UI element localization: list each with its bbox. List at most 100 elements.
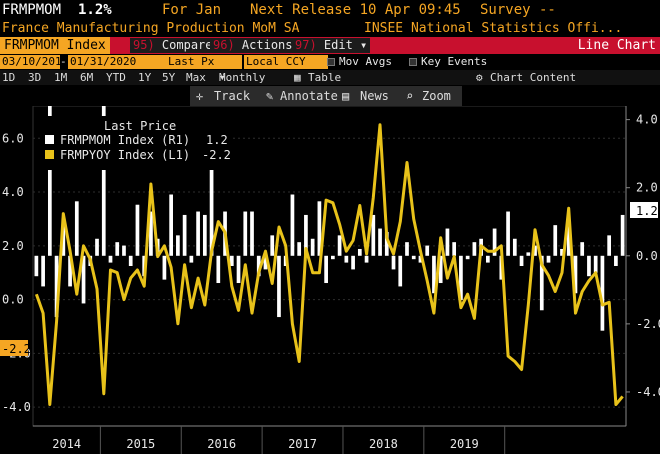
mov-avgs-label: Mov Avgs <box>339 55 392 68</box>
mom-bar <box>357 248 362 256</box>
mom-bar <box>620 214 625 256</box>
mom-bar <box>445 228 450 256</box>
mom-bar <box>587 255 591 277</box>
right-axis: 4.0 2.0 0.0 -2.0 -4.0 <box>625 106 660 426</box>
start-date-field[interactable]: 03/10/2014 <box>0 55 69 69</box>
mom-bar <box>344 255 349 263</box>
mom-bar <box>236 255 241 284</box>
legend: Last Price FRMPMOM Index (R1) 1.2 FRMPYO… <box>40 116 232 170</box>
news-button[interactable]: News <box>360 89 389 103</box>
mom-bar <box>202 214 207 256</box>
controls-row: 03/10/2014 - 01/31/2020 Last Px Local CC… <box>0 55 660 69</box>
right-tick-label: 4.0 <box>636 113 658 127</box>
mom-bar <box>108 255 113 263</box>
key-events-checkbox[interactable] <box>409 58 417 66</box>
mom-bar <box>263 255 268 270</box>
mom-bar <box>310 238 315 256</box>
last-value: 1.2% <box>78 2 112 18</box>
mom-bar <box>533 245 537 256</box>
actions-button[interactable]: 96) Actions ▾ <box>210 38 310 53</box>
mom-bar <box>364 255 369 263</box>
mom-bar <box>128 255 133 266</box>
end-date-field[interactable]: 01/31/2020 <box>68 55 168 69</box>
dropdown-icon: ▾ <box>352 38 368 52</box>
right-tick-label: -4.0 <box>636 385 660 399</box>
gear-icon[interactable]: ⚙ <box>476 71 483 84</box>
edit-button[interactable]: 97) Edit ▾ <box>292 38 371 53</box>
x-tick-label: 2016 <box>207 437 236 451</box>
table-button[interactable]: Table <box>308 71 342 84</box>
mom-bar <box>566 225 571 256</box>
mom-bar <box>297 242 302 256</box>
period-label: For Jan <box>162 2 222 18</box>
mom-bar <box>560 248 564 256</box>
pencil-icon: ✎ <box>266 89 274 103</box>
period-1d[interactable]: 1D <box>2 71 16 84</box>
frequency-label: Monthly <box>219 71 266 84</box>
mom-bar <box>135 204 140 256</box>
mom-bar <box>371 214 376 256</box>
source-label: INSEE National Statistics Offi... <box>364 21 623 36</box>
description-row: France Manufacturing Production MoM SA I… <box>0 20 660 37</box>
mom-bar <box>438 255 443 284</box>
mom-bar <box>391 255 396 270</box>
mom-bar <box>95 238 99 256</box>
right-tick-label: 0.0 <box>636 249 658 263</box>
news-icon: ▤ <box>342 89 350 103</box>
x-tick-label: 2014 <box>52 437 81 451</box>
right-tick-label: 2.0 <box>636 181 658 195</box>
mom-bar <box>277 255 281 318</box>
mom-bar <box>526 252 531 256</box>
chart-toolbar: ✛ Track ✎ Annotate ▤ News ⌕ Zoom <box>190 86 462 106</box>
period-1y[interactable]: 1Y <box>138 71 152 84</box>
period-3d[interactable]: 3D <box>28 71 42 84</box>
price-chart[interactable]: 6.0 4.0 2.0 0.0 -2.0 -4.0 4.0 2.0 0.0 -2.0 -4.0 2… <box>0 106 660 454</box>
left-tick-label: 0.0 <box>2 293 24 307</box>
left-tick-label: 4.0 <box>2 185 24 199</box>
mom-bar <box>580 242 585 256</box>
mom-bar <box>512 238 517 256</box>
mom-bar <box>229 255 234 266</box>
edit-num: 97) <box>295 38 317 52</box>
table-icon[interactable]: ▦ <box>294 71 301 84</box>
zoom-button[interactable]: Zoom <box>422 89 451 103</box>
legend-value-mom: 1.2 <box>206 133 228 147</box>
mom-bar <box>162 255 167 280</box>
annotate-button[interactable]: Annotate <box>280 89 338 103</box>
chart-content-button[interactable]: Chart Content <box>490 71 577 84</box>
currency-select[interactable]: Local CCY <box>244 55 328 69</box>
period-max[interactable]: Max <box>186 71 206 84</box>
mom-bar <box>54 255 59 318</box>
security-field[interactable]: FRMPMOM Index <box>0 37 110 54</box>
legend-label-yoy: FRMPYOY Index (L1) <box>60 148 190 162</box>
mom-bar <box>405 242 409 256</box>
x-tick-label: 2017 <box>288 437 317 451</box>
mom-bar <box>546 255 551 263</box>
legend-title: Last Price <box>104 119 176 133</box>
actions-num: 96) <box>213 38 235 52</box>
period-1m[interactable]: 1M <box>54 71 68 84</box>
tool-row: ✛ Track ✎ Annotate ▤ News ⌕ Zoom <box>0 86 660 106</box>
period-bar: 1D 3D 1M 6M YTD 1Y 5Y Max Monthly ▾ ▦ Ta… <box>0 70 660 85</box>
mom-bar <box>506 211 510 256</box>
period-6m[interactable]: 6M <box>80 71 94 84</box>
mom-bar <box>519 255 524 266</box>
legend-label-mom: FRMPMOM Index (R1) <box>60 133 190 147</box>
mov-avgs-checkbox[interactable] <box>327 58 335 66</box>
left-last-label: -2.2 <box>2 342 31 356</box>
mom-bar <box>122 245 126 256</box>
mom-bar <box>351 255 355 270</box>
left-tick-label: 2.0 <box>2 239 24 253</box>
track-button[interactable]: Track <box>214 89 251 103</box>
ticker[interactable]: FRMPMOM <box>2 2 62 18</box>
price-field-select[interactable]: Last Px <box>166 55 242 69</box>
period-ytd[interactable]: YTD <box>106 71 126 84</box>
mom-bar <box>243 211 248 256</box>
right-last-badge <box>630 202 658 218</box>
mom-bar <box>472 242 477 256</box>
crosshair-icon: ✛ <box>196 89 204 103</box>
security-header: FRMPMOM 1.2% For Jan Next Release 10 Apr… <box>0 0 660 20</box>
period-5y[interactable]: 5Y <box>162 71 176 84</box>
mom-bar <box>47 106 52 256</box>
mom-bar <box>600 255 605 331</box>
